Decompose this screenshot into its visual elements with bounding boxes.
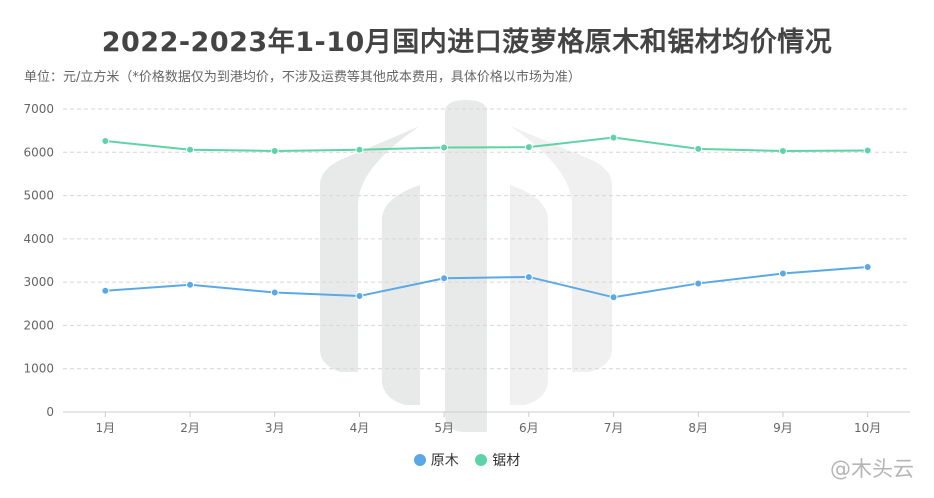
watermark-logo [320, 100, 612, 432]
data-point-锯材[interactable] [524, 143, 533, 152]
y-axis-ticks: 0 1000 2000 3000 4000 5000 6000 7000 [23, 102, 54, 419]
x-tick-label: 6月 [519, 421, 539, 435]
x-tick-label: 3月 [265, 421, 285, 435]
series-layer [101, 133, 872, 302]
x-tick-label: 8月 [688, 421, 708, 435]
chart-title: 2022-2023年1-10月国内进口菠萝格原木和锯材均价情况 [101, 27, 833, 58]
legend: 原木 锯材 [0, 450, 934, 470]
chart-subtitle: 单位：元/立方米（*价格数据仅为到港均价，不涉及运费等其他成本费用，具体价格以市… [24, 70, 581, 85]
legend-item-原木[interactable]: 原木 [413, 450, 459, 470]
y-tick-label: 7000 [23, 102, 54, 116]
data-point-原木[interactable] [609, 293, 618, 302]
y-tick-label: 5000 [23, 189, 54, 203]
data-point-锯材[interactable] [694, 144, 703, 153]
data-point-原木[interactable] [778, 269, 787, 278]
x-tick-label: 2月 [180, 421, 200, 435]
data-point-原木[interactable] [524, 272, 533, 281]
data-point-锯材[interactable] [270, 146, 279, 155]
data-point-原木[interactable] [186, 280, 195, 289]
x-tick-label: 5月 [434, 421, 454, 435]
y-tick-label: 6000 [23, 145, 54, 159]
series-line-锯材 [105, 136, 868, 152]
legend-marker [413, 454, 426, 466]
legend-label: 原木 [430, 453, 459, 469]
data-point-原木[interactable] [270, 288, 279, 297]
data-point-原木[interactable] [694, 279, 703, 288]
data-point-锯材[interactable] [355, 145, 364, 154]
x-tick-label: 9月 [773, 421, 793, 435]
data-point-原木[interactable] [863, 262, 872, 271]
x-tick-label: 1月 [96, 421, 116, 435]
y-tick-label: 2000 [23, 318, 54, 332]
data-point-锯材[interactable] [186, 145, 195, 154]
legend-label: 锯材 [492, 453, 521, 469]
y-tick-label: 0 [46, 405, 54, 419]
x-tick-label: 4月 [350, 421, 370, 435]
data-point-锯材[interactable] [778, 146, 787, 155]
gridlines [63, 108, 910, 370]
data-point-锯材[interactable] [440, 143, 449, 152]
data-point-原木[interactable] [440, 274, 449, 283]
y-tick-label: 4000 [23, 232, 54, 246]
legend-marker [475, 454, 488, 466]
x-axis-ticks: 1月 2月 3月 4月 5月 6月 7月 8月 9月 10月 [96, 412, 881, 435]
legend-item-锯材[interactable]: 锯材 [475, 450, 520, 470]
y-tick-label: 1000 [23, 362, 54, 376]
watermark-text: @木头云 [830, 457, 914, 481]
x-tick-label: 7月 [604, 421, 624, 435]
y-tick-label: 3000 [23, 275, 54, 289]
data-point-锯材[interactable] [863, 146, 872, 155]
data-point-锯材[interactable] [609, 133, 618, 142]
series-line-原木 [105, 265, 868, 299]
data-point-锯材[interactable] [101, 137, 110, 146]
data-point-原木[interactable] [355, 291, 364, 300]
data-point-原木[interactable] [101, 286, 110, 295]
x-tick-label: 10月 [854, 421, 881, 435]
